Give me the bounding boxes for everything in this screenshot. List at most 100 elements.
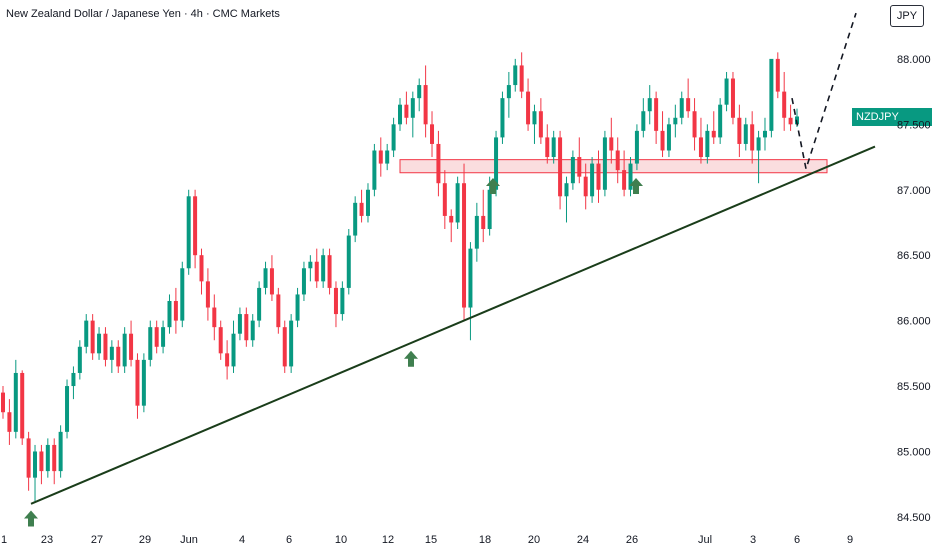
x-tick-label: 29 xyxy=(139,534,151,546)
y-tick-label: 87.500 xyxy=(897,119,931,131)
candle-body xyxy=(148,327,153,360)
y-tick-label: 85.000 xyxy=(897,446,931,458)
projection-path xyxy=(791,12,857,173)
candle-body xyxy=(404,104,409,118)
x-axis: 1 23 27 29 Jun 4 6 10 12 15 18 20 24 26 Jul 3 6 9 xyxy=(1,534,853,546)
candle-body xyxy=(180,268,185,321)
candle-body xyxy=(257,287,262,321)
candle-body xyxy=(26,438,31,478)
candle-body xyxy=(231,333,236,367)
candle-body xyxy=(474,215,479,249)
candle-body xyxy=(321,255,326,282)
x-tick-label: 6 xyxy=(286,534,292,546)
candle-body xyxy=(372,150,377,190)
candle-body xyxy=(109,346,114,360)
candle-body xyxy=(135,359,140,406)
candle-body xyxy=(269,268,274,295)
candle-body xyxy=(526,91,531,125)
x-tick-label: 6 xyxy=(794,534,800,546)
support-arrow-icon xyxy=(24,510,38,527)
candle-body xyxy=(212,307,217,328)
x-tick-label: 26 xyxy=(626,534,638,546)
candle-body xyxy=(13,372,18,432)
candle-body xyxy=(519,65,524,92)
candle-body xyxy=(333,287,338,315)
price-symbol: NZDJPY xyxy=(856,110,899,123)
candle-body xyxy=(71,372,76,387)
x-tick-label: 12 xyxy=(382,534,394,546)
x-tick-label: 3 xyxy=(750,534,756,546)
candle-body xyxy=(660,130,665,151)
y-tick-label: 87.000 xyxy=(897,185,931,197)
candle-body xyxy=(340,287,345,315)
candle-body xyxy=(295,294,300,321)
candle-body xyxy=(58,431,63,472)
candle-body xyxy=(417,85,422,99)
candle-body xyxy=(84,320,89,347)
candle-body xyxy=(141,359,146,406)
candle-body xyxy=(564,183,569,197)
candle-body xyxy=(7,412,12,432)
candle-body xyxy=(205,281,210,308)
trendline xyxy=(30,145,876,505)
candle-body xyxy=(506,85,511,99)
x-tick-label: 24 xyxy=(577,534,589,546)
candle-body xyxy=(282,327,287,367)
candle-body xyxy=(782,91,787,118)
x-tick-label: 10 xyxy=(335,534,347,546)
candle-body xyxy=(577,157,582,177)
candle-body xyxy=(468,248,473,308)
candle-body xyxy=(365,189,370,216)
candle-body xyxy=(532,111,537,125)
candle-body xyxy=(122,333,127,367)
candle-body xyxy=(756,137,761,151)
currency-selector[interactable]: JPY xyxy=(890,5,924,27)
candle-body xyxy=(500,98,505,138)
candle-body xyxy=(391,124,396,151)
candle-body xyxy=(154,327,159,347)
candle-body xyxy=(647,98,652,112)
candle-body xyxy=(353,202,358,236)
last-price-tag: NZDJPY 87.558 xyxy=(852,107,932,141)
candle-body xyxy=(378,150,383,164)
candle-body xyxy=(545,137,550,158)
x-tick-label: 23 xyxy=(41,534,53,546)
candle-body xyxy=(788,117,793,125)
candle-body xyxy=(410,98,415,118)
candle-body xyxy=(116,346,121,367)
candle-body xyxy=(609,137,614,151)
candle-body xyxy=(711,130,716,138)
candle-body xyxy=(20,372,25,439)
candle-body xyxy=(737,117,742,144)
chart-title: New Zealand Dollar / Japanese Yen · 4h ·… xyxy=(6,8,280,20)
candle-body xyxy=(129,333,134,360)
candle-body xyxy=(698,137,703,158)
candle-body xyxy=(289,320,294,367)
candle-body xyxy=(487,189,492,230)
candle-body xyxy=(161,327,166,347)
candle-body xyxy=(103,333,108,360)
candle-body xyxy=(346,235,351,288)
candle-body xyxy=(276,294,281,328)
y-tick-label: 86.500 xyxy=(897,250,931,262)
candle-body xyxy=(1,392,5,413)
candle-body xyxy=(513,65,518,86)
candle-body xyxy=(583,176,588,197)
candle-body xyxy=(97,333,102,354)
x-tick-label: 1 xyxy=(1,534,7,546)
candle-body xyxy=(237,314,242,334)
candle-body xyxy=(39,451,44,472)
candle-body xyxy=(314,261,319,282)
x-tick-label: Jun xyxy=(180,534,198,546)
x-tick-label: 15 xyxy=(425,534,437,546)
candle-body xyxy=(602,137,607,190)
candle-body xyxy=(398,104,402,125)
candle-body xyxy=(193,196,198,256)
candle-body xyxy=(430,124,435,144)
candle-body xyxy=(173,300,178,321)
candle-body xyxy=(481,215,486,230)
candle-body xyxy=(558,137,563,197)
candle-body xyxy=(769,58,774,131)
x-tick-label: 20 xyxy=(528,534,540,546)
